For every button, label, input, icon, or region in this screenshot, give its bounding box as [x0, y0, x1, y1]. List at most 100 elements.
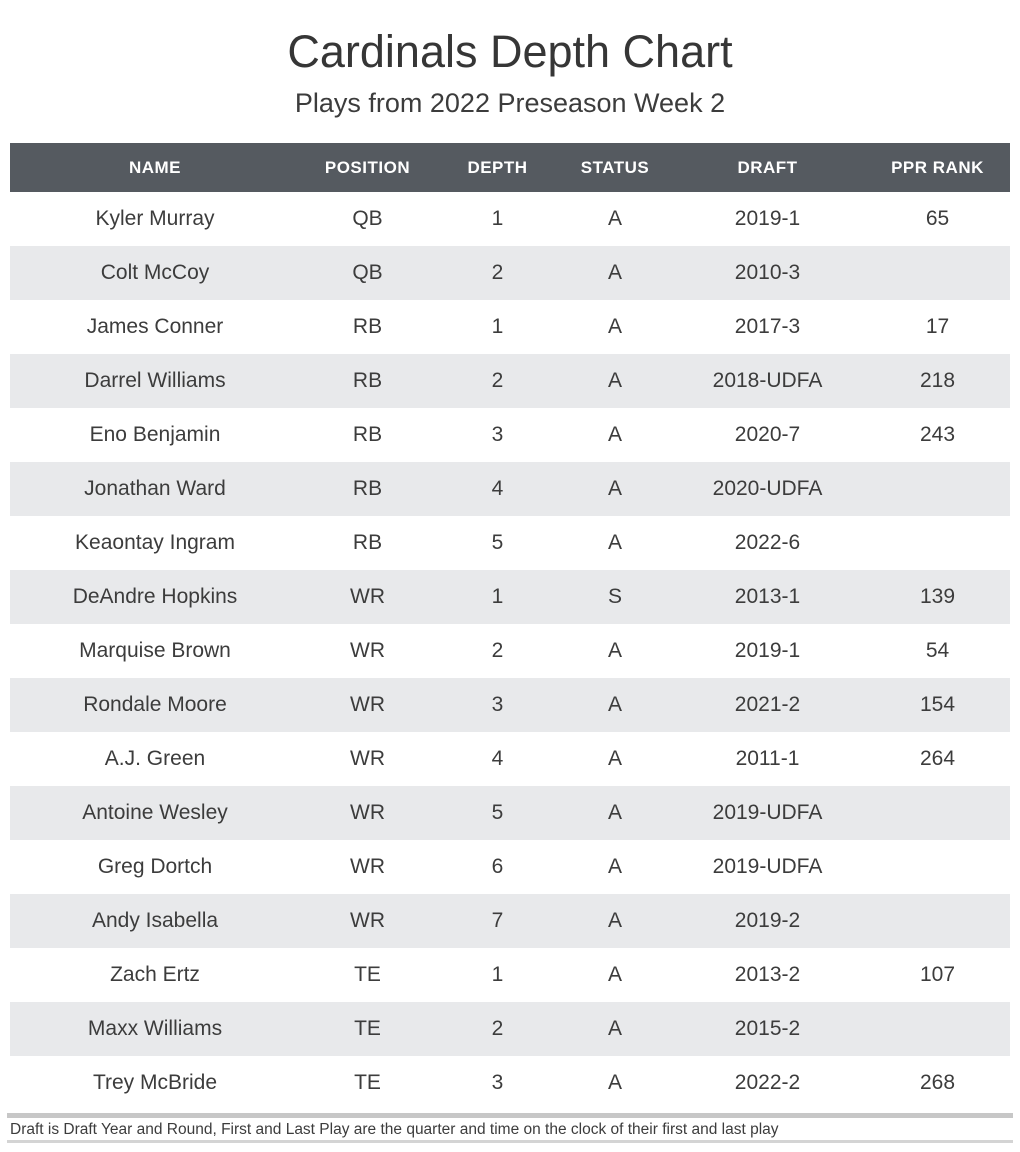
cell-position: QB: [352, 261, 383, 284]
cell-ppr-rank: 154: [919, 693, 956, 716]
header-cell-name: NAME: [128, 157, 182, 177]
cell-depth: 3: [491, 423, 504, 446]
cell-name: Antoine Wesley: [82, 801, 228, 824]
cell-draft: 2013-1: [734, 585, 801, 608]
cell-draft: 2019-1: [734, 639, 801, 662]
cell-position: RB: [352, 477, 383, 500]
cell-position: WR: [350, 639, 385, 662]
table-header-row: NAME POSITION DEPTH STATUS DRAFT PPR RANK: [10, 143, 1010, 192]
table-row: Marquise Brown WR 2 A 2019-1 54: [10, 624, 1010, 678]
cell-ppr-rank: 107: [919, 963, 956, 986]
cell-status: A: [607, 963, 622, 986]
cell-depth: 5: [491, 801, 504, 824]
cell-position: WR: [350, 855, 385, 878]
header-cell-ppr-rank: PPR RANK: [891, 157, 984, 177]
cell-name: Zach Ertz: [110, 963, 200, 986]
cell-status: S: [607, 585, 622, 608]
cell-depth: 4: [491, 747, 504, 770]
cell-position: QB: [352, 207, 383, 230]
cell-depth: 4: [491, 477, 504, 500]
cell-depth: 3: [491, 693, 504, 716]
cell-depth: 1: [491, 585, 504, 608]
cell-depth: 6: [491, 855, 504, 878]
cell-ppr-rank: 54: [925, 639, 950, 662]
cell-name: DeAndre Hopkins: [72, 585, 238, 608]
cell-depth: 2: [491, 639, 504, 662]
table-row: Eno Benjamin RB 3 A 2020-7 243: [10, 408, 1010, 462]
cell-status: A: [607, 693, 622, 716]
cell-status: A: [607, 531, 622, 554]
cell-name: Darrel Williams: [84, 369, 226, 392]
cell-draft: 2011-1: [735, 747, 800, 770]
cell-position: WR: [350, 909, 385, 932]
cell-status: A: [607, 855, 622, 878]
cell-position: RB: [352, 531, 383, 554]
table-row: Jonathan Ward RB 4 A 2020-UDFA: [10, 462, 1010, 516]
cell-name: Rondale Moore: [83, 693, 227, 716]
cell-depth: 1: [491, 963, 504, 986]
cell-status: A: [607, 207, 622, 230]
cell-name: Eno Benjamin: [89, 423, 221, 446]
cell-draft: 2020-UDFA: [712, 477, 823, 500]
cell-draft: 2010-3: [734, 261, 801, 284]
cell-name: A.J. Green: [104, 747, 206, 770]
cell-draft: 2017-3: [734, 315, 801, 338]
cell-name: Greg Dortch: [97, 855, 213, 878]
cell-depth: 2: [491, 1017, 504, 1040]
cell-ppr-rank: 65: [925, 207, 950, 230]
cell-draft: 2015-2: [734, 1017, 801, 1040]
cell-draft: 2018-UDFA: [712, 369, 823, 392]
cell-ppr-rank: 218: [919, 369, 956, 392]
cell-name: Andy Isabella: [91, 909, 219, 932]
cell-position: WR: [350, 747, 385, 770]
cell-status: A: [607, 639, 622, 662]
cell-draft: 2022-6: [734, 531, 801, 554]
cell-draft: 2019-2: [734, 909, 801, 932]
table-row: Zach Ertz TE 1 A 2013-2 107: [10, 948, 1010, 1002]
cell-depth: 2: [491, 369, 504, 392]
cell-ppr-rank: 139: [919, 585, 956, 608]
cell-status: A: [607, 261, 622, 284]
cell-depth: 7: [491, 909, 504, 932]
table-row: Maxx Williams TE 2 A 2015-2: [10, 1002, 1010, 1056]
page-title: Cardinals Depth Chart: [287, 26, 733, 77]
header-cell-status: STATUS: [580, 157, 650, 177]
cell-status: A: [607, 315, 622, 338]
cell-draft: 2022-2: [734, 1071, 801, 1094]
table-row: Colt McCoy QB 2 A 2010-3: [10, 246, 1010, 300]
cell-name: Marquise Brown: [79, 639, 231, 662]
cell-draft: 2019-UDFA: [712, 801, 823, 824]
cell-name: Keaontay Ingram: [75, 531, 235, 554]
cell-position: RB: [352, 315, 383, 338]
table-row: DeAndre Hopkins WR 1 S 2013-1 139: [10, 570, 1010, 624]
cell-depth: 2: [491, 261, 504, 284]
cell-depth: 3: [491, 1071, 504, 1094]
table-row: A.J. Green WR 4 A 2011-1 264: [10, 732, 1010, 786]
cell-status: A: [607, 369, 622, 392]
table-row: Andy Isabella WR 7 A 2019-2: [10, 894, 1010, 948]
cell-draft: 2021-2: [734, 693, 801, 716]
cell-draft: 2020-7: [734, 423, 801, 446]
cell-ppr-rank: 264: [919, 747, 956, 770]
cell-position: RB: [352, 423, 383, 446]
footer-note: Draft is Draft Year and Round, First and…: [10, 1121, 779, 1138]
header-cell-position: POSITION: [324, 157, 411, 177]
cell-ppr-rank: 268: [919, 1071, 956, 1094]
table-row: James Conner RB 1 A 2017-3 17: [10, 300, 1010, 354]
cell-position: TE: [354, 1071, 381, 1094]
table-row: Rondale Moore WR 3 A 2021-2 154: [10, 678, 1010, 732]
cell-name: Kyler Murray: [95, 207, 215, 230]
header-cell-depth: DEPTH: [467, 157, 528, 177]
cell-name: Colt McCoy: [100, 261, 210, 284]
cell-status: A: [607, 909, 622, 932]
cell-name: Jonathan Ward: [84, 477, 226, 500]
table-row: Keaontay Ingram RB 5 A 2022-6: [10, 516, 1010, 570]
cell-ppr-rank: 243: [919, 423, 956, 446]
cell-ppr-rank: 17: [925, 315, 950, 338]
cell-position: TE: [354, 1017, 381, 1040]
cell-draft: 2019-UDFA: [712, 855, 823, 878]
cell-draft: 2013-2: [734, 963, 801, 986]
cell-status: A: [607, 477, 622, 500]
header-cell-draft: DRAFT: [737, 157, 798, 177]
